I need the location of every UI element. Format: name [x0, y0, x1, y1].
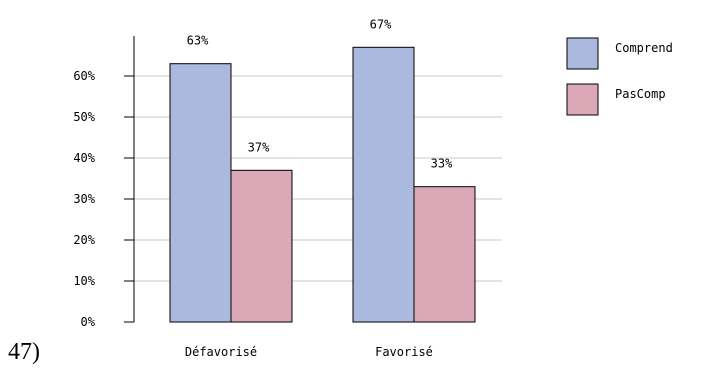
- legend: Comprend PasComp: [566, 37, 673, 116]
- y-tick-label: 40%: [73, 151, 95, 165]
- category-label: Défavorisé: [185, 345, 257, 359]
- y-tick-label: 0%: [81, 315, 96, 329]
- y-axis: 0% 10% 20% 30% 40% 50% 60%: [73, 36, 135, 329]
- data-label: 33%: [431, 157, 453, 171]
- bars: [169, 46, 476, 323]
- y-tick-label: 20%: [73, 233, 95, 247]
- bar-comprend-2: [352, 46, 415, 323]
- legend-swatch-comprend: [566, 37, 599, 70]
- data-label: 37%: [248, 140, 270, 154]
- y-tick-label: 30%: [73, 192, 95, 206]
- data-labels: 63% 37% 67% 33%: [187, 17, 453, 170]
- legend-label-comprend: Comprend: [615, 41, 673, 55]
- legend-label-pascomp: PasComp: [615, 87, 666, 101]
- bar-comprend-1: [169, 63, 232, 323]
- category-labels: Défavorisé Favorisé: [185, 345, 433, 359]
- bar-pascomp-1: [230, 169, 293, 323]
- legend-swatch-pascomp: [566, 83, 599, 116]
- y-tick-label: 60%: [73, 69, 95, 83]
- data-label: 63%: [187, 34, 209, 48]
- data-label: 67%: [370, 17, 392, 31]
- bar-pascomp-2: [413, 186, 476, 323]
- category-label: Favorisé: [375, 345, 433, 359]
- question-number: 47): [8, 339, 40, 365]
- y-tick-label: 10%: [73, 274, 95, 288]
- y-tick-label: 50%: [73, 110, 95, 124]
